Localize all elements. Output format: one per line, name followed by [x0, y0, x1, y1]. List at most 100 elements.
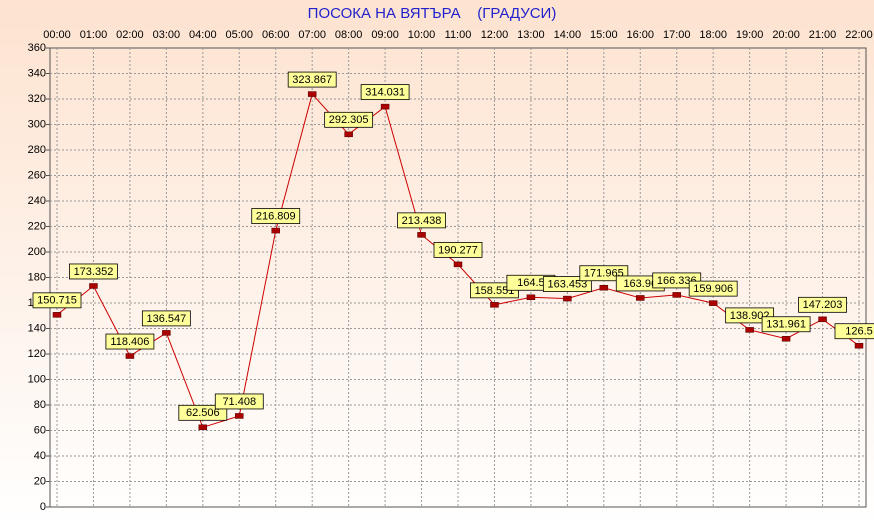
data-label-box: [178, 404, 228, 421]
x-tick-label: 14:00: [554, 29, 582, 41]
y-tick-label: 120: [28, 348, 46, 360]
data-label-text: 163.453: [547, 279, 587, 291]
data-label: 136.547: [141, 310, 191, 327]
data-label-box: [761, 316, 811, 333]
point-marker: [745, 327, 754, 333]
y-tick-label: 300: [28, 118, 46, 130]
y-tick-label: 200: [28, 246, 46, 258]
data-label-box: [834, 323, 874, 340]
data-label: 131.961: [761, 316, 811, 333]
data-label: 138.902: [725, 307, 775, 324]
y-tick-label: 220: [28, 220, 46, 232]
point-marker: [708, 300, 718, 306]
point-marker: [162, 330, 171, 336]
data-label-box: [105, 333, 155, 350]
x-tick-label: 04:00: [189, 29, 217, 41]
data-label: 173.352: [69, 263, 118, 280]
data-label-box: [433, 241, 483, 258]
y-tick-label: 340: [28, 67, 46, 79]
x-tick-label: 08:00: [335, 29, 363, 41]
data-label-text: 62.506: [186, 407, 220, 419]
point-marker: [417, 232, 426, 238]
data-label: 158.551: [470, 282, 519, 299]
x-tick-label: 05:00: [226, 29, 254, 41]
data-label: 163.453: [542, 276, 592, 292]
data-label-text: 163.96: [623, 278, 657, 290]
x-tick-label: 15:00: [590, 29, 618, 41]
data-label-box: [725, 307, 775, 324]
point-marker: [307, 91, 317, 97]
y-tick-label: 40: [34, 450, 46, 462]
data-label-box: [688, 280, 738, 297]
data-label: 62.506: [178, 404, 228, 421]
x-tick-label: 09:00: [371, 29, 399, 41]
data-label: 314.031: [360, 84, 410, 101]
data-label: 190.277: [433, 241, 483, 258]
point-marker: [854, 342, 864, 349]
data-label-text: 171.965: [584, 268, 624, 280]
data-label-box: [324, 111, 374, 128]
x-tick-label: 12:00: [481, 29, 509, 41]
point-marker: [781, 335, 791, 342]
y-tick-label: 280: [28, 144, 46, 156]
x-tick-label: 10:00: [408, 29, 436, 41]
data-label: 71.408: [214, 393, 264, 410]
data-label-text: 292.305: [329, 114, 369, 126]
data-label-box: [397, 212, 446, 229]
y-tick-label: 140: [28, 322, 46, 334]
data-label-box: [542, 276, 592, 292]
y-tick-label: 320: [28, 93, 46, 105]
x-tick-label: 17:00: [663, 29, 691, 41]
data-label-box: [360, 84, 410, 101]
data-label: 323.867: [287, 71, 337, 88]
data-label-box: [69, 263, 118, 280]
data-label: 213.438: [397, 212, 446, 229]
y-tick-label: 0: [40, 501, 46, 513]
point-marker: [818, 316, 827, 323]
x-tick-label: 22:00: [845, 29, 873, 41]
point-marker: [271, 227, 280, 234]
data-label: 216.809: [251, 208, 301, 224]
data-label-text: 138.902: [730, 310, 770, 322]
data-label: 147.203: [798, 296, 847, 313]
data-label-text: 166.336: [657, 275, 697, 287]
point-marker: [453, 261, 463, 268]
data-label-text: 71.408: [222, 396, 256, 408]
point-marker: [490, 302, 499, 308]
data-label: 118.406: [105, 333, 155, 350]
point-marker: [125, 353, 135, 359]
data-label-text: 190.277: [438, 244, 478, 256]
x-tick-label: 18:00: [699, 29, 727, 41]
point-marker: [636, 295, 645, 301]
x-tick-label: 02:00: [116, 29, 144, 41]
data-label-text: 126.5: [845, 326, 873, 338]
data-label: 171.965: [579, 265, 629, 282]
data-label-text: 314.031: [365, 87, 405, 99]
data-label-text: 323.867: [292, 74, 332, 86]
y-tick-label: 260: [28, 169, 46, 181]
data-label-text: 159.906: [693, 283, 733, 295]
data-label-box: [652, 272, 702, 289]
point-marker: [344, 131, 353, 138]
data-label-text: 158.551: [475, 285, 515, 297]
x-tick-label: 16:00: [627, 29, 655, 41]
data-label: 126.5: [834, 323, 874, 340]
point-marker: [563, 295, 572, 302]
y-tick-label: 240: [28, 195, 46, 207]
x-tick-label: 07:00: [298, 29, 326, 41]
point-marker: [235, 413, 244, 419]
y-tick-label: 100: [28, 373, 46, 385]
data-label: 159.906: [688, 280, 738, 297]
x-tick-label: 00:00: [43, 29, 71, 41]
x-tick-label: 03:00: [153, 29, 181, 41]
data-label-text: 216.809: [256, 210, 296, 222]
data-label: 292.305: [324, 111, 374, 128]
data-label-text: 164.5: [517, 277, 545, 289]
y-tick-label: 80: [34, 399, 46, 411]
y-tick-label: 20: [34, 475, 46, 487]
y-tick-label: 180: [28, 271, 46, 283]
y-tick-label: 60: [34, 424, 46, 436]
x-tick-label: 11:00: [445, 29, 472, 41]
point-marker: [380, 103, 390, 110]
x-tick-label: 19:00: [736, 29, 764, 41]
